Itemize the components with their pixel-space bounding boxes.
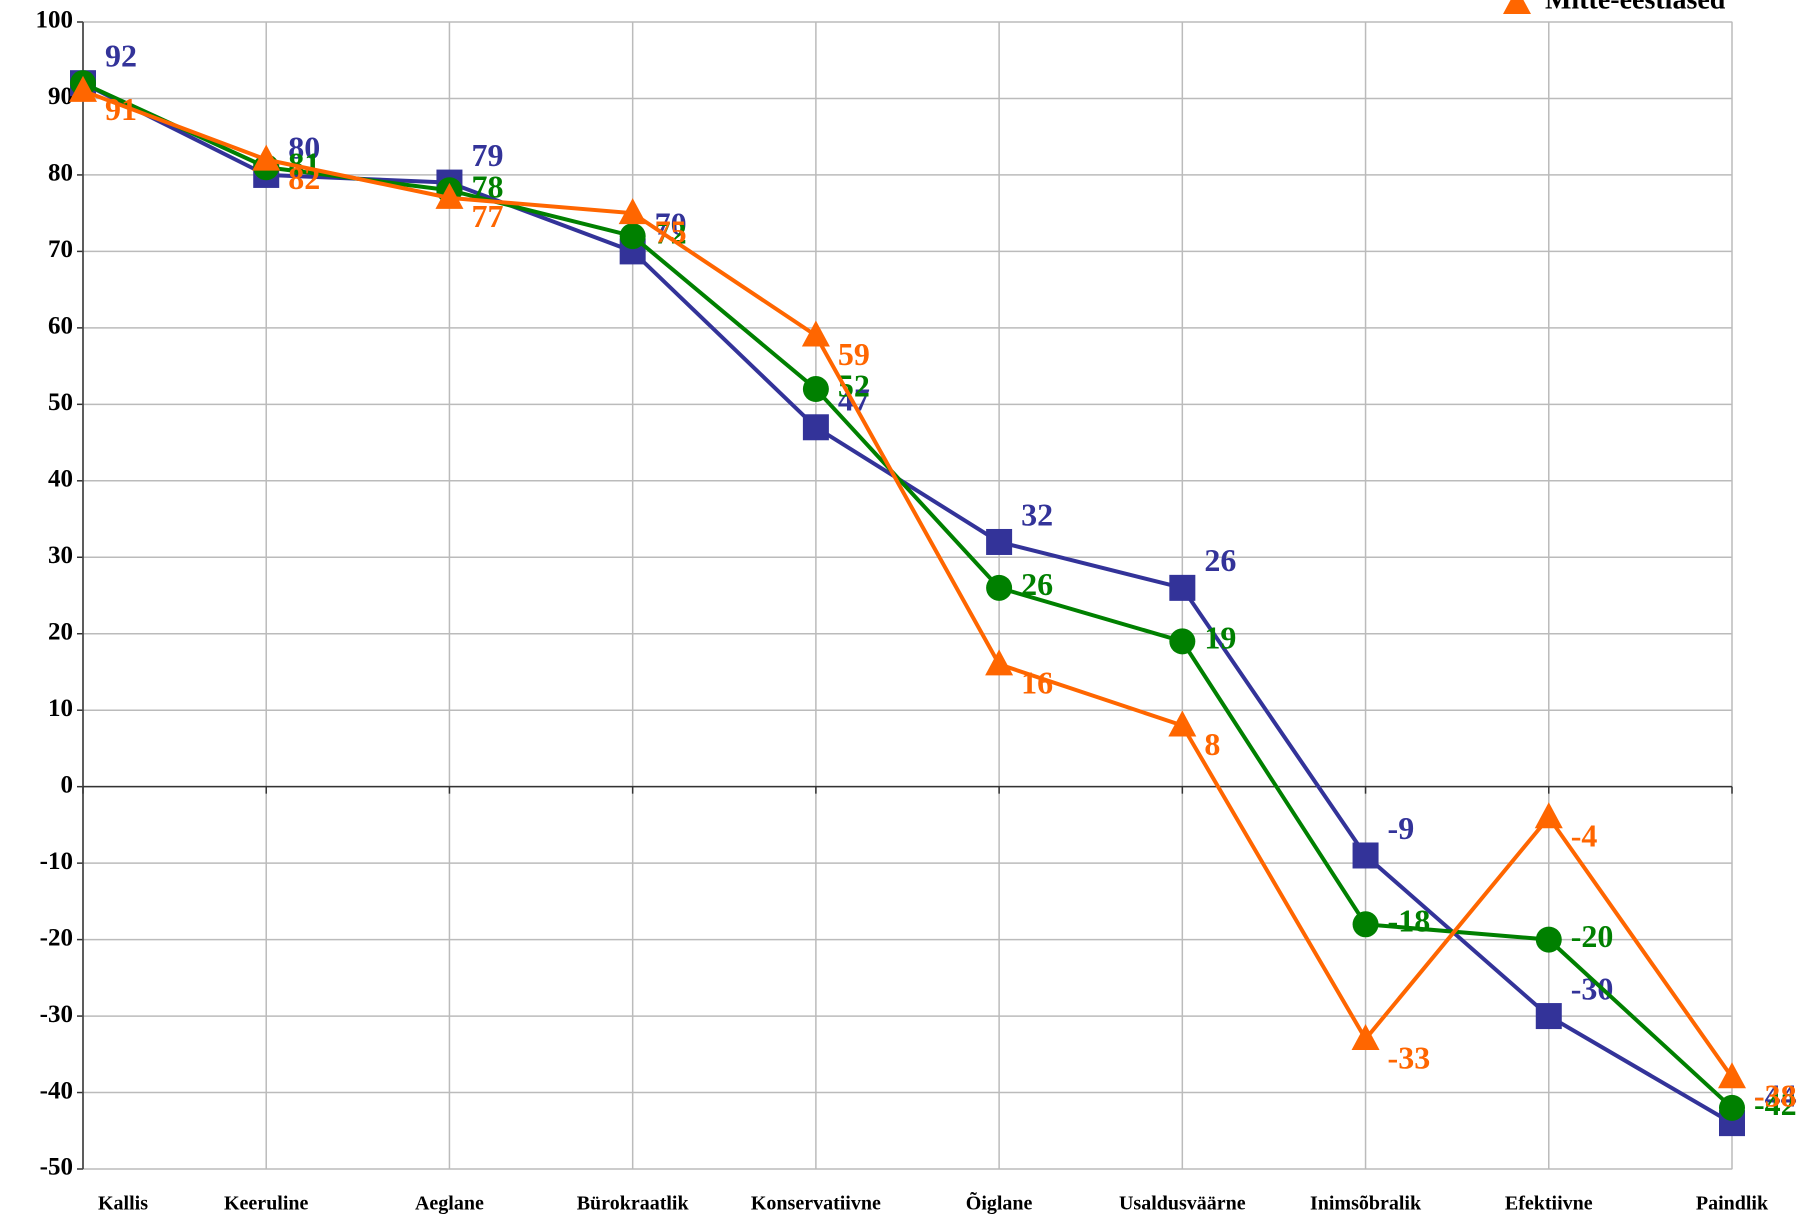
marker-square: [1535, 1003, 1562, 1030]
marker-circle: [1719, 1094, 1745, 1121]
data-label: 77: [471, 198, 503, 234]
data-label: 82: [288, 160, 320, 196]
y-tick-label: -40: [40, 1077, 73, 1104]
marker-circle: [619, 223, 646, 250]
data-label: 92: [105, 38, 137, 74]
y-tick-label: 20: [48, 618, 73, 645]
x-tick-label: Efektiivne: [1505, 1193, 1593, 1215]
x-tick-label: Kallis: [98, 1193, 148, 1215]
x-tick-label: Usaldusväärne: [1119, 1193, 1246, 1215]
data-label: -42: [1754, 1086, 1797, 1122]
data-label: -38: [1754, 1078, 1797, 1114]
data-label: -9: [1388, 810, 1415, 846]
y-tick-label: 80: [48, 160, 73, 187]
series-line: [82, 88, 1734, 1079]
data-label: 79: [471, 137, 503, 173]
marker-triangle: [1718, 1062, 1746, 1089]
data-label: 19: [1204, 620, 1236, 656]
marker-triangle: [1168, 710, 1197, 737]
plot-border: [82, 21, 1733, 1170]
x-tick-label: Bürokraatlik: [577, 1193, 690, 1215]
x-tick-label: Inimsõbralik: [1310, 1193, 1422, 1215]
marker-circle: [1535, 926, 1562, 953]
x-tick-label: Aeglane: [415, 1193, 484, 1215]
series-line: [82, 81, 1734, 1125]
marker-square: [1352, 842, 1379, 869]
data-label: -44: [1754, 1077, 1797, 1113]
x-tick-label: Paindlik: [1696, 1193, 1769, 1215]
y-tick-label: 100: [36, 7, 74, 34]
marker-circle: [1169, 628, 1196, 655]
y-tick-label: -50: [40, 1154, 73, 1181]
data-label: 32: [1021, 496, 1053, 532]
y-tick-label: -20: [40, 924, 73, 951]
marker-triangle: [1351, 1024, 1380, 1051]
marker-triangle: [252, 144, 281, 171]
data-label: -4: [1571, 818, 1598, 854]
data-label: -30: [1571, 970, 1614, 1006]
y-tick-label: 90: [48, 83, 73, 110]
data-label: 91: [105, 91, 137, 127]
marker-circle: [802, 376, 829, 403]
legend-marker: [1503, 0, 1531, 14]
y-tick-label: 50: [48, 389, 73, 416]
marker-triangle: [435, 182, 464, 209]
marker-triangle: [801, 320, 830, 347]
data-label: -18: [1388, 903, 1431, 939]
y-tick-label: 60: [48, 313, 73, 340]
data-label: -33: [1388, 1039, 1431, 1075]
marker-square: [802, 414, 829, 441]
y-tick-label: 0: [61, 771, 74, 798]
marker-triangle: [985, 649, 1014, 676]
x-tick-label: Õiglane: [966, 1191, 1033, 1215]
x-tick-label: Keeruline: [224, 1193, 309, 1215]
series-line: [82, 81, 1734, 1110]
y-tick-label: 70: [48, 236, 73, 263]
data-label: 26: [1204, 542, 1236, 578]
marker-circle: [986, 574, 1013, 601]
data-label: 59: [838, 336, 870, 372]
y-tick-label: 10: [48, 695, 73, 722]
marker-triangle: [1534, 802, 1563, 829]
data-label: 75: [655, 214, 687, 250]
marker-triangle: [618, 198, 647, 225]
data-label: 8: [1204, 726, 1220, 762]
marker-square: [1169, 574, 1196, 601]
marker-triangle: [69, 75, 97, 102]
legend-label: Mitte-eestlased: [1545, 0, 1726, 15]
y-tick-label: -10: [40, 848, 73, 875]
data-label: -20: [1571, 918, 1614, 954]
y-tick-label: 40: [48, 466, 73, 493]
data-label: 70: [655, 206, 687, 242]
data-label: 80: [288, 129, 320, 165]
data-label: 26: [1021, 566, 1053, 602]
marker-square: [986, 528, 1013, 555]
y-tick-label: -30: [40, 1001, 73, 1028]
data-label: 16: [1021, 665, 1053, 701]
marker-circle: [1352, 911, 1379, 938]
x-tick-label: Konservatiivne: [751, 1193, 881, 1215]
y-tick-label: 30: [48, 542, 73, 569]
